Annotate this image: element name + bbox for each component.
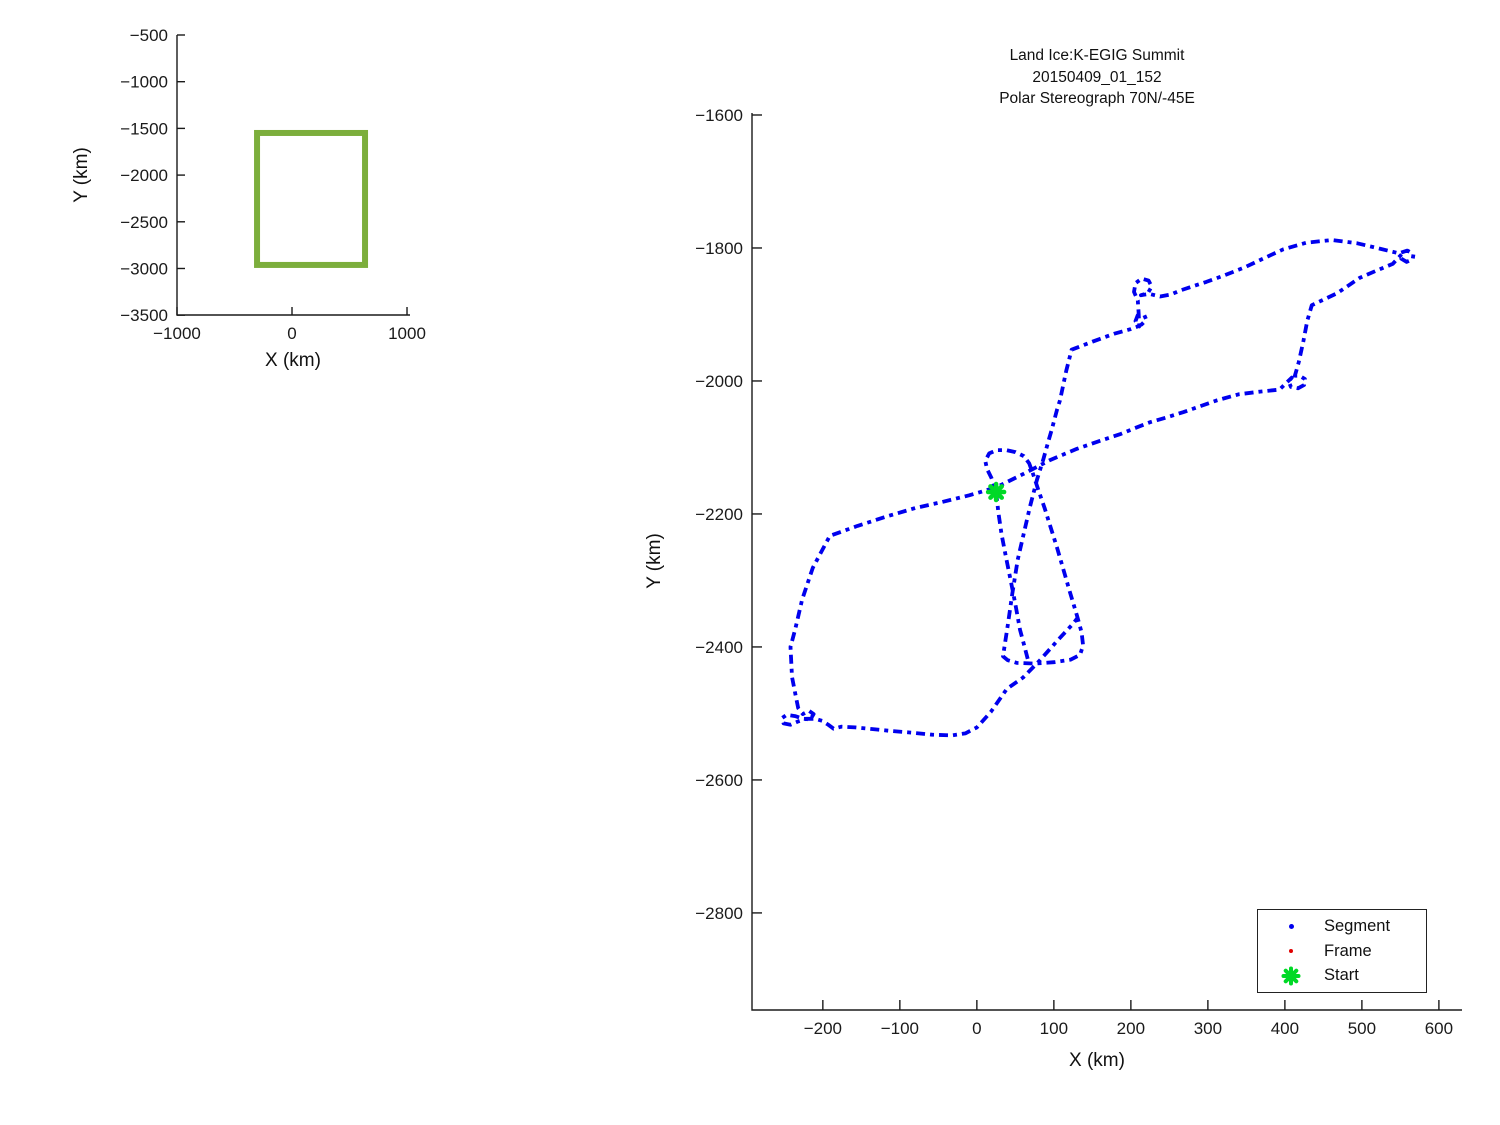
main-y-tick-label: −2800 xyxy=(695,904,743,923)
main-x-tick-label: 500 xyxy=(1348,1019,1376,1038)
legend-row-segment: Segment xyxy=(1258,914,1426,939)
flight-track-path xyxy=(780,238,1416,738)
main-x-tick-label: −100 xyxy=(881,1019,919,1038)
title-line-3: Polar Stereograph 70N/-45E xyxy=(999,90,1195,107)
mini-y-tick-label: −2500 xyxy=(120,213,168,232)
frame-dot-icon xyxy=(1289,949,1293,953)
main-x-tick-label: 400 xyxy=(1271,1019,1299,1038)
mini-x-tick-label: −1000 xyxy=(153,324,201,343)
main-y-tick-label: −2400 xyxy=(695,638,743,657)
main-x-tick-label: 200 xyxy=(1117,1019,1145,1038)
main-x-axis-label: X (km) xyxy=(1069,1050,1125,1071)
legend-box: Segment Frame Start xyxy=(1257,909,1427,993)
main-x-tick-label: −200 xyxy=(804,1019,842,1038)
legend-row-start: Start xyxy=(1258,963,1426,988)
legend-label-start: Start xyxy=(1324,966,1359,985)
legend-label-frame: Frame xyxy=(1324,941,1372,960)
mini-x-tick-label: 1000 xyxy=(388,324,426,343)
main-x-tick-label: 600 xyxy=(1425,1019,1453,1038)
title-line-2: 20150409_01_152 xyxy=(1032,68,1162,86)
start-marker-icon xyxy=(1281,966,1301,986)
main-y-tick-label: −2000 xyxy=(695,372,743,391)
mini-y-tick-label: −500 xyxy=(130,26,168,45)
main-axis-lines xyxy=(751,113,1462,1011)
mini-axis-lines xyxy=(176,35,410,316)
mini-y-tick-label: −3500 xyxy=(120,306,168,325)
main-y-tick-label: −2600 xyxy=(695,771,743,790)
mini-y-tick-label: −1500 xyxy=(120,119,168,138)
mini-x-axis-label: X (km) xyxy=(265,350,321,371)
legend-start-star xyxy=(1281,966,1301,986)
main-y-tick-label: −1600 xyxy=(695,106,743,125)
main-x-tick-label: 100 xyxy=(1040,1019,1068,1038)
star-ray xyxy=(1283,968,1299,983)
main-x-tick-label: 300 xyxy=(1194,1019,1222,1038)
coverage-rect xyxy=(254,129,369,268)
main-y-tick-label: −2200 xyxy=(695,505,743,524)
star-ray xyxy=(988,484,1005,500)
title-line-1: Land Ice:K-EGIG Summit xyxy=(1009,47,1185,64)
mini-x-tick-label: 0 xyxy=(287,324,296,343)
legend-label-segment: Segment xyxy=(1324,916,1391,935)
mini-y-tick-label: −1000 xyxy=(120,73,168,92)
main-y-axis-label: Y (km) xyxy=(644,533,665,589)
mini-y-tick-label: −2000 xyxy=(120,166,168,185)
start-marker xyxy=(985,481,1007,503)
main-x-tick-label: 0 xyxy=(972,1019,981,1038)
mini-y-axis-label: Y (km) xyxy=(71,147,92,203)
main-plot-title: Land Ice:K-EGIG Summit 20150409_01_152 P… xyxy=(847,45,1347,110)
legend-row-frame: Frame xyxy=(1258,939,1426,964)
main-y-tick-label: −1800 xyxy=(695,239,743,258)
mini-y-tick-label: −3000 xyxy=(120,259,168,278)
segment-dot-icon xyxy=(1288,923,1294,929)
